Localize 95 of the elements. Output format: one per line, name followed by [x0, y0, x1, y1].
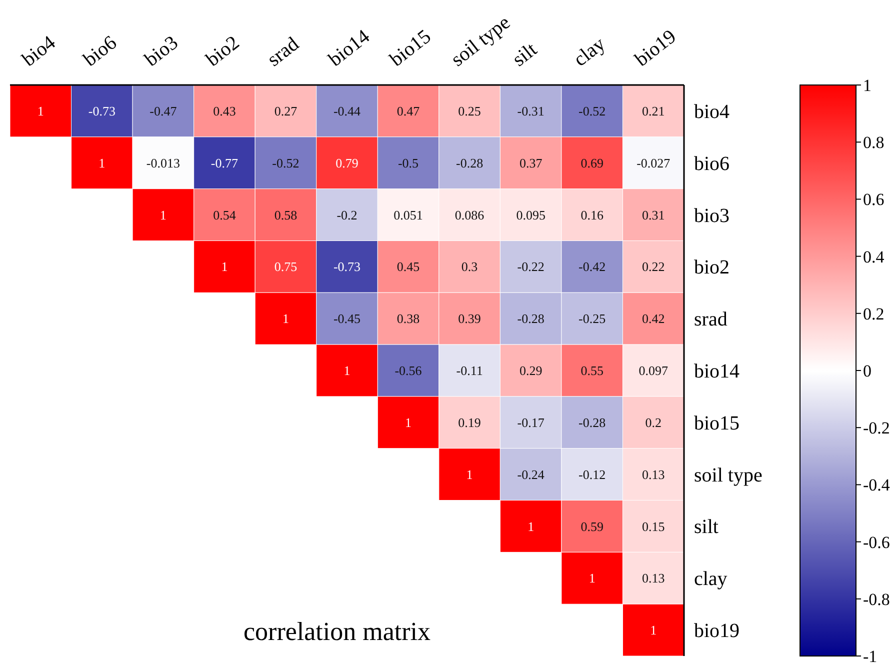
data-label: 1	[466, 466, 473, 482]
data-label: -0.22	[517, 259, 544, 274]
y-tick-label: bio6	[694, 152, 730, 175]
data-label: 0.19	[458, 414, 481, 430]
data-label: 0.27	[274, 104, 298, 119]
data-label: 1	[282, 311, 289, 326]
x-tick-label: bio4	[18, 32, 60, 71]
y-tick-label: bio2	[694, 256, 730, 279]
data-label: -0.47	[150, 104, 178, 119]
color-bar-label: 0.6	[863, 190, 884, 210]
data-label: -0.027	[636, 155, 671, 170]
color-bar-label: -0.4	[863, 476, 890, 495]
data-label: -0.73	[88, 104, 116, 119]
data-label: 0.22	[642, 259, 665, 274]
y-tick-label: clay	[694, 568, 728, 590]
data-label: 1	[344, 363, 350, 378]
data-label: -0.24	[517, 466, 545, 482]
data-label: -0.12	[578, 466, 606, 482]
data-label: 0.21	[642, 104, 665, 119]
data-label: 0.39	[458, 311, 481, 326]
color-bar-label: -0.6	[863, 532, 890, 552]
data-label: -0.28	[456, 155, 484, 170]
data-label: 0.43	[213, 104, 236, 119]
data-label: 0.42	[642, 311, 665, 326]
data-label: -0.42	[578, 259, 606, 274]
data-label: 1	[528, 518, 534, 534]
y-tick-label: bio3	[694, 204, 730, 227]
y-tick-label: soil type	[694, 464, 762, 486]
x-tick-label: clay	[570, 33, 610, 71]
data-label: 0.47	[396, 104, 420, 119]
data-label: 0.051	[394, 207, 423, 222]
data-label: 1	[588, 570, 596, 586]
data-label: 0.29	[519, 363, 542, 378]
data-label: -0.013	[146, 155, 180, 170]
y-tick-label: silt	[694, 516, 719, 538]
data-label: 1	[405, 414, 412, 430]
data-label: 0.59	[580, 518, 604, 534]
data-label: 0.3	[461, 259, 478, 274]
data-label: -0.2	[336, 207, 358, 222]
color-bar-label: 0.8	[863, 133, 884, 152]
data-label: 0.097	[638, 363, 668, 378]
data-label: 0.54	[213, 207, 236, 222]
color-bar-label: 1	[863, 76, 872, 95]
data-label: 1	[221, 259, 228, 274]
data-label: 0.45	[396, 259, 420, 274]
data-label: 1	[98, 155, 106, 170]
color-bar-label: 0.4	[863, 247, 885, 266]
data-label: 0.25	[458, 104, 481, 119]
data-label: 1	[37, 104, 44, 119]
data-label: -0.25	[578, 311, 606, 326]
data-label: 0.37	[519, 155, 543, 170]
y-tick-label: srad	[694, 308, 728, 331]
y-tick-label: bio19	[694, 620, 740, 642]
color-bar-label: 0.2	[863, 304, 884, 324]
text: correlation matrix	[244, 617, 430, 646]
data-label: 0.79	[336, 155, 358, 170]
data-label: 0.15	[642, 518, 665, 534]
data-label: 0.086	[454, 207, 485, 222]
data-label: 1	[160, 207, 166, 222]
data-label: 1	[650, 622, 657, 638]
data-label: 0.13	[642, 570, 665, 586]
data-label: 0.31	[642, 207, 665, 222]
data-label: -0.28	[578, 414, 606, 430]
x-tick-label: srad	[263, 33, 304, 71]
data-label: 0.75	[274, 259, 298, 274]
data-label: 0.55	[580, 363, 604, 378]
data-label: -0.5	[398, 155, 419, 170]
x-tick-label: bio6	[79, 32, 122, 71]
data-label: -0.52	[272, 155, 300, 170]
data-label: -0.11	[456, 363, 483, 378]
color-bar-label: -0.2	[863, 418, 890, 438]
data-label: 0.58	[274, 207, 298, 222]
color-bar-label: -0.8	[863, 590, 890, 609]
data-label: 0.38	[396, 311, 420, 326]
y-tick-label: bio15	[694, 412, 740, 434]
data-label: 0.16	[580, 207, 604, 222]
data-label: 0.2	[645, 414, 662, 430]
data-label: 0.69	[580, 155, 604, 170]
x-tick-label: bio3	[140, 32, 182, 71]
data-label: -0.52	[578, 104, 606, 119]
y-tick-label: bio14	[694, 360, 740, 382]
data-label: -0.45	[333, 311, 361, 326]
data-label: -0.77	[210, 155, 238, 170]
color-bar-label: -1	[863, 646, 878, 666]
data-label: -0.44	[333, 104, 362, 119]
data-label: -0.73	[333, 259, 361, 274]
y-tick-label: bio4	[694, 100, 730, 123]
data-label: -0.56	[394, 363, 422, 378]
color-bar-label: 0	[863, 361, 872, 380]
data-label: 0.13	[642, 466, 665, 482]
data-label: -0.31	[517, 104, 544, 119]
x-tick-label: bio2	[202, 32, 244, 71]
data-label: -0.28	[517, 311, 544, 326]
data-label: 0.095	[516, 207, 546, 222]
data-label: -0.17	[517, 414, 545, 430]
